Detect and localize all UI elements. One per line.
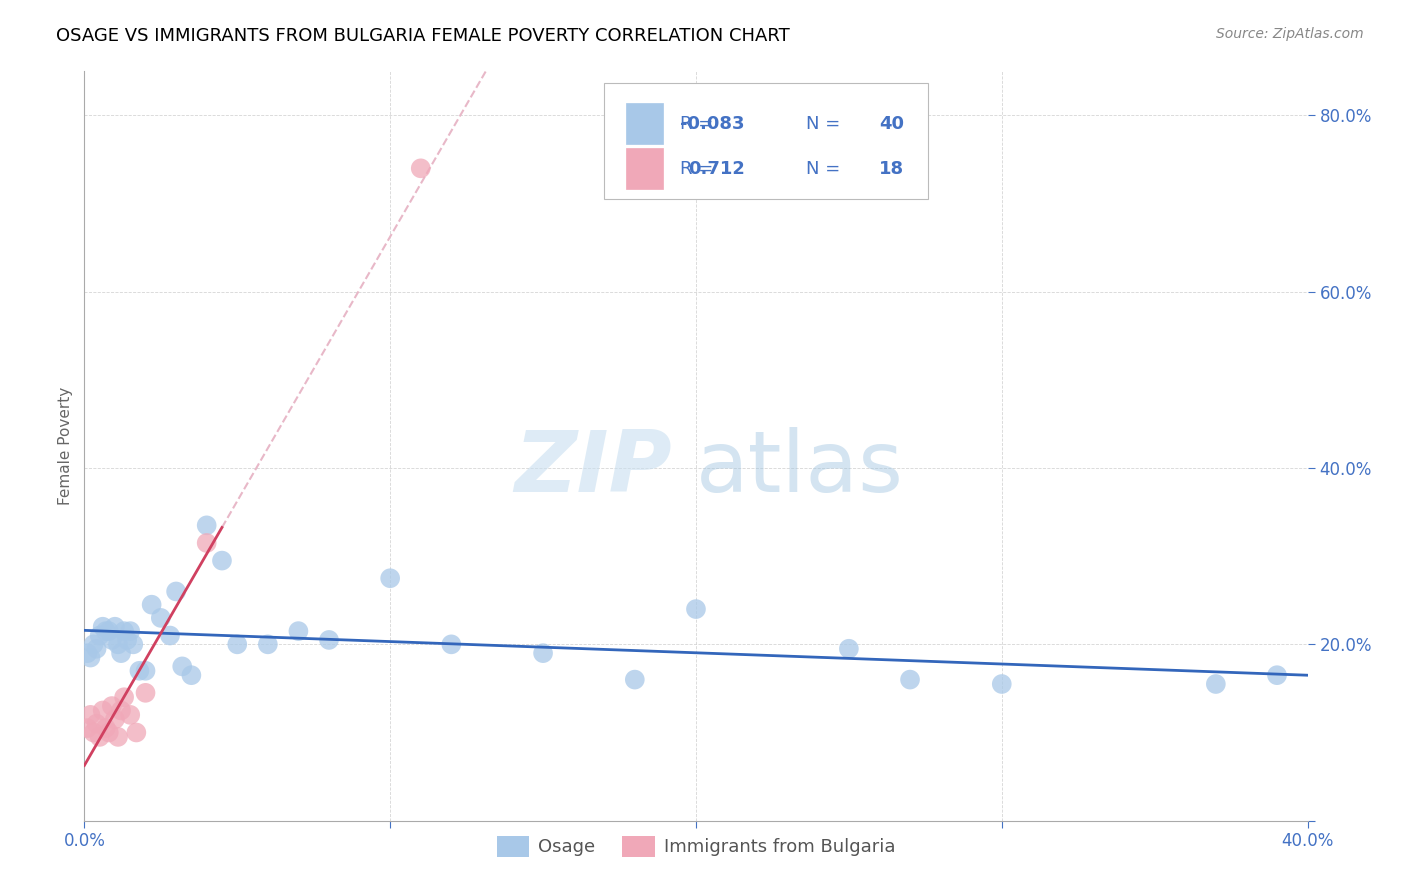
Point <box>110 646 132 660</box>
Point <box>79 650 101 665</box>
Point <box>135 686 157 700</box>
Point <box>76 646 98 660</box>
Point <box>991 677 1014 691</box>
Legend: Osage, Immigrants from Bulgaria: Osage, Immigrants from Bulgaria <box>489 829 903 864</box>
Point <box>86 641 108 656</box>
Bar <box>626 148 664 189</box>
Point <box>180 668 202 682</box>
Bar <box>626 103 664 145</box>
Text: N =: N = <box>806 160 846 178</box>
Point <box>531 646 554 660</box>
Text: R =: R = <box>681 115 718 133</box>
Point <box>97 725 120 739</box>
FancyBboxPatch shape <box>605 83 928 199</box>
Point <box>112 690 135 705</box>
Point <box>141 598 163 612</box>
Point <box>287 624 309 639</box>
Point <box>122 637 145 651</box>
Point <box>195 536 218 550</box>
Point <box>159 628 181 642</box>
Text: N =: N = <box>806 115 846 133</box>
Point <box>104 620 127 634</box>
Text: atlas: atlas <box>696 427 904 510</box>
Point <box>409 161 432 176</box>
Text: -0.083: -0.083 <box>681 115 745 133</box>
Point <box>89 628 111 642</box>
Point <box>76 721 98 735</box>
Text: 18: 18 <box>879 160 904 178</box>
Point <box>125 725 148 739</box>
Point <box>149 611 172 625</box>
Point <box>1265 668 1288 682</box>
Point <box>898 673 921 687</box>
Y-axis label: Female Poverty: Female Poverty <box>58 387 73 505</box>
Point <box>195 518 218 533</box>
Point <box>94 721 117 735</box>
Point <box>211 553 233 567</box>
Point <box>91 620 114 634</box>
Point <box>685 602 707 616</box>
Point <box>83 725 105 739</box>
Point <box>91 703 114 717</box>
Point <box>440 637 463 651</box>
Point <box>110 703 132 717</box>
Point <box>89 730 111 744</box>
Point <box>165 584 187 599</box>
Point <box>120 624 142 639</box>
Point <box>380 571 402 585</box>
Point <box>1205 677 1227 691</box>
Text: 0.712: 0.712 <box>688 160 745 178</box>
Point <box>172 659 194 673</box>
Text: ZIP: ZIP <box>513 427 672 510</box>
Point <box>97 624 120 639</box>
Point <box>83 637 105 651</box>
Point <box>101 699 124 714</box>
Point <box>86 716 108 731</box>
Point <box>257 637 280 651</box>
Point <box>318 632 340 647</box>
Point <box>115 632 138 647</box>
Point <box>112 624 135 639</box>
Point <box>120 707 142 722</box>
Point <box>104 712 127 726</box>
Text: 40: 40 <box>879 115 904 133</box>
Point <box>624 673 647 687</box>
Point <box>107 637 129 651</box>
Point <box>101 632 124 647</box>
Text: Source: ZipAtlas.com: Source: ZipAtlas.com <box>1216 27 1364 41</box>
Point <box>135 664 157 678</box>
Point <box>128 664 150 678</box>
Point <box>94 624 117 639</box>
Point <box>79 707 101 722</box>
Point <box>107 730 129 744</box>
Text: R =: R = <box>681 160 718 178</box>
Point <box>838 641 860 656</box>
Point <box>226 637 249 651</box>
Text: OSAGE VS IMMIGRANTS FROM BULGARIA FEMALE POVERTY CORRELATION CHART: OSAGE VS IMMIGRANTS FROM BULGARIA FEMALE… <box>56 27 790 45</box>
